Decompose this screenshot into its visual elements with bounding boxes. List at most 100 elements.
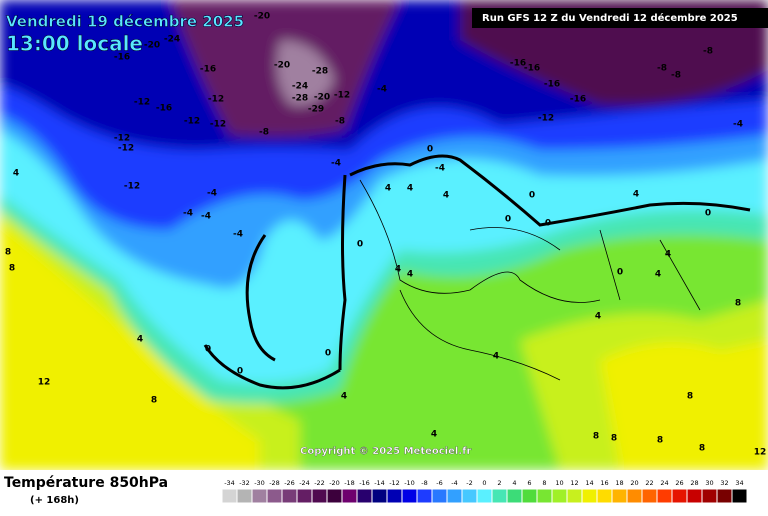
contour-label: -16 [156,104,172,114]
colorbar-swatch [491,488,508,504]
contour-label: 0 [325,349,331,359]
contour-label: -8 [671,71,681,81]
contour-label: -12 [210,120,226,130]
legend-title: Température 850hPa [4,475,168,491]
colorbar-tick-label: -22 [314,479,325,487]
temperature-field [0,0,768,470]
legend-subtitle: (+ 168h) [30,495,79,506]
colorbar-tick-label: 34 [735,479,743,487]
colorbar-tick-label: 2 [497,479,501,487]
field-cold-core [276,40,335,106]
colorbar-swatch [281,488,298,504]
colorbar-swatch [416,488,433,504]
contour-label: 4 [595,312,601,322]
forecast-time: 13:00 locale [6,32,143,56]
colorbar-swatch [251,488,268,504]
colorbar-tick-label: -14 [374,479,385,487]
contour-label: -4 [377,85,387,95]
contour-label: 4 [385,184,391,194]
colorbar-swatch [521,488,538,504]
colorbar-tick-label: 8 [542,479,546,487]
colorbar-tick-label: -4 [451,479,457,487]
contour-label: 0 [237,367,243,377]
colorbar-tick-label: -34 [224,479,235,487]
run-info: Run GFS 12 Z du Vendredi 12 décembre 202… [482,12,738,24]
colorbar-tick-label: 22 [645,479,653,487]
colorbar-tick-label: 6 [527,479,531,487]
contour-label: 0 [617,268,623,278]
colorbar-tick-label: -12 [389,479,400,487]
colorbar-tick-label: -32 [239,479,250,487]
colorbar-tick-label: 18 [615,479,623,487]
colorbar-swatch [536,488,553,504]
colorbar-swatch [716,488,733,504]
contour-label: 8 [657,436,663,446]
contour-label: -12 [334,91,350,101]
colorbar-swatch [671,488,688,504]
contour-label: 4 [395,265,401,275]
colorbar-tick-label: -30 [254,479,265,487]
colorbar-swatch [506,488,523,504]
contour-label: 4 [431,430,437,440]
zero-isotherm [203,154,751,390]
contour-label: 8 [5,248,11,258]
contour-label: 8 [151,396,157,406]
colorbar-swatch [296,488,313,504]
contour-label: -4 [233,230,243,240]
field-yellow-east [600,340,768,470]
colorbar-tick-label: 32 [720,479,728,487]
colorbar-tick-label: 10 [555,479,563,487]
colorbar-swatch [611,488,628,504]
colorbar-swatch [656,488,673,504]
colorbar-swatch [581,488,598,504]
colorbar-swatch [371,488,388,504]
contour-label: -29 [308,105,324,115]
contour-label: -16 [510,59,526,69]
colorbar-tick-label: 14 [585,479,593,487]
contour-label: 0 [357,240,363,250]
colorbar-tick-label: 30 [705,479,713,487]
contour-label: -8 [335,117,345,127]
contour-label: -20 [314,93,330,103]
contour-label: -16 [114,53,130,63]
colorbar-tick-label: -6 [436,479,442,487]
contour-label: -4 [183,209,193,219]
contour-labels: -24-20-20-16-16 -20-28-24-28 -20 -12-29-8-8… [5,12,766,458]
contour-label: -16 [544,80,560,90]
colorbar-swatch [341,488,358,504]
contour-label: -16 [200,65,216,75]
colorbar: -34 -32 -30 -28 -26 -24 -22 -20 -18 -16 -14 -12 -10-… [221,479,748,504]
colorbar-tick-label: -24 [299,479,310,487]
contour-label: 4 [137,335,143,345]
contour-label: 12 [38,378,51,388]
colorbar-swatch [476,488,493,504]
contour-label: -8 [703,47,713,57]
colorbar-swatch [311,488,328,504]
contour-label: -12 [208,95,224,105]
contour-label: -12 [118,144,134,154]
contour-label: -8 [259,128,269,138]
contour-label: 4 [407,270,413,280]
contour-label: 8 [735,299,741,309]
colorbar-tick-label: 4 [512,479,516,487]
colorbar-swatch [266,488,283,504]
colorbar-swatch [731,488,748,504]
colorbar-tick-label: -18 [344,479,355,487]
contour-label: 4 [655,270,661,280]
contour-label: -12 [134,98,150,108]
colorbar-swatch [461,488,478,504]
contour-label: 8 [699,444,705,454]
colorbar-tick-label: -8 [421,479,427,487]
contour-label: -12 [114,134,130,144]
contour-label: 4 [633,190,639,200]
colorbar-swatch [221,488,238,504]
contour-label: 0 [529,191,535,201]
contour-label: 0 [705,209,711,219]
contour-label: 8 [687,392,693,402]
colorbar-swatch [686,488,703,504]
contour-label: -12 [538,114,554,124]
colorbar-tick-label: 26 [675,479,683,487]
contour-label: 4 [407,184,413,194]
